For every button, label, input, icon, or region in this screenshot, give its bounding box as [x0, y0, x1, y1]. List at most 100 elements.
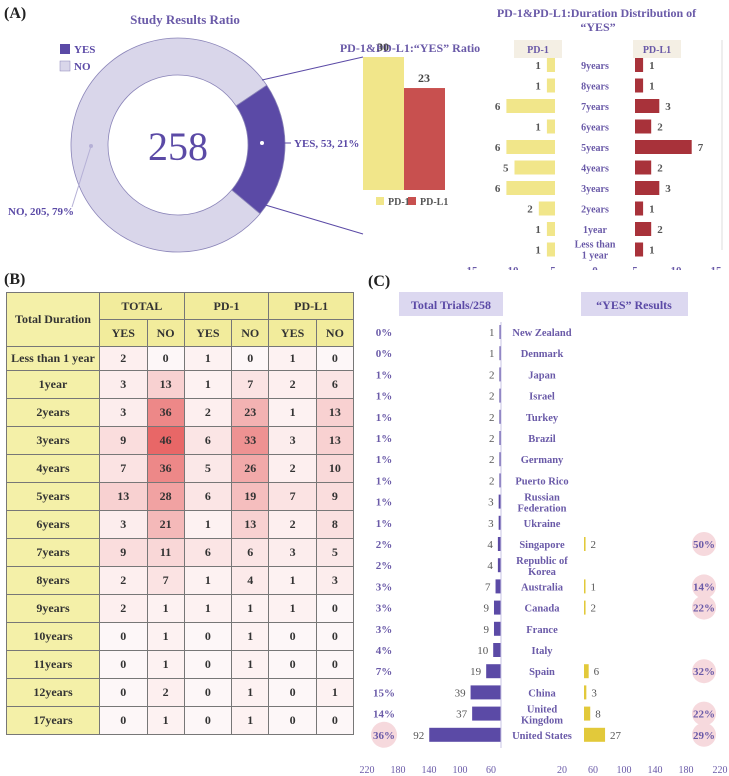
legend-swatch-yes — [60, 44, 70, 54]
table-cell: 3 — [99, 398, 148, 427]
country-trials-bar-4 — [499, 409, 501, 424]
table-cell: 11 — [146, 538, 185, 567]
panel-a-chart: (A) Study Results Ratio YES NO 258 YES, … — [4, 5, 723, 270]
table-cell: 33 — [231, 426, 270, 455]
table-cell: 2 — [268, 370, 317, 399]
country-trials-value-16: 19 — [470, 666, 482, 678]
donut-slice-no — [70, 37, 268, 253]
legend-swatch-no — [59, 60, 71, 72]
row-duration-label: 11years — [6, 650, 100, 679]
table-cell: 0 — [99, 706, 148, 735]
header-total-duration: Total Duration — [6, 292, 100, 347]
duration-x-tick-4: 5 — [632, 265, 638, 270]
panel-c-chart: (C) Total Trials/258 “YES” Results 0% 1 Ne… — [360, 273, 728, 776]
duration-category-3: 6years — [581, 123, 609, 134]
duration-x-tick-1: 10 — [508, 265, 520, 270]
duration-category-1: 8years — [581, 82, 609, 93]
country-name-18-line2: Kingdom — [521, 716, 563, 727]
country-name-0: New Zealand — [512, 328, 571, 339]
country-pct-16: 7% — [376, 666, 393, 678]
table-cell: 13 — [231, 510, 270, 539]
table-row: 5years 13 28 6 19 7 9 — [6, 482, 355, 511]
country-trials-bar-15 — [493, 643, 501, 657]
duration-header-pdl1-bg — [633, 40, 681, 58]
duration-category-6: 3years — [581, 184, 609, 195]
table-cell: 4 — [231, 566, 270, 595]
country-name-4: Turkey — [526, 413, 559, 424]
duration-bar-pdl1-8 — [635, 222, 652, 236]
country-name-8: Russian Federation — [518, 493, 567, 515]
country-pct-0: 0% — [376, 327, 393, 339]
table-cell: 3 — [268, 538, 317, 567]
duration-value-pdl1-7: 1 — [649, 204, 655, 216]
country-pct-3: 1% — [376, 391, 393, 403]
duration-value-pdl1-1: 1 — [649, 81, 655, 93]
table-cell: 2 — [183, 398, 233, 427]
country-name-1: Denmark — [521, 349, 564, 360]
country-yes-bar-16 — [584, 664, 589, 679]
table-cell: 46 — [146, 426, 185, 455]
country-name-10: Singapore — [519, 540, 565, 551]
duration-header-pdl1: PD-L1 — [643, 45, 671, 56]
yes-pct-circle-16 — [692, 659, 716, 684]
table-cell: 2 — [99, 566, 148, 595]
duration-category-2: 7years — [581, 102, 609, 113]
table-cell: 6 — [315, 370, 355, 399]
country-trials-bar-8 — [498, 494, 501, 509]
table-cell: 6 — [183, 482, 233, 511]
duration-x-tick-0: 15 — [467, 265, 479, 270]
duration-value-pdl1-0: 1 — [649, 60, 655, 72]
c-x-tick-right-4: 180 — [679, 765, 694, 776]
c-header-left: Total Trials/258 — [411, 298, 491, 312]
duration-value-pdl1-5: 2 — [657, 163, 663, 175]
country-trials-bar-18 — [472, 706, 501, 721]
duration-bar-pd1-7 — [538, 201, 555, 216]
row-duration-label: 1year — [6, 370, 100, 399]
c-x-tick-right-2: 100 — [617, 765, 632, 776]
table-cell: 0 — [315, 622, 355, 651]
ratio-legend: PD-1 PD-L1 — [376, 197, 448, 208]
ratio-legend-swatch-pd1 — [376, 197, 384, 205]
country-trials-bar-11 — [497, 558, 501, 573]
country-pct-10: 2% — [376, 539, 393, 551]
country-pct-9: 1% — [376, 518, 393, 530]
duration-x-ticks: 15 10 5 0 5 10 15 — [467, 265, 723, 270]
c-x-tick-left-4: 60 — [486, 765, 496, 776]
country-yes-pct-18: 22% — [693, 709, 715, 721]
country-trials-value-15: 10 — [477, 645, 489, 657]
table-cell: 10 — [315, 454, 355, 483]
ratio-bar-pd-1 — [363, 57, 404, 190]
duration-bar-pdl1-5 — [635, 160, 652, 175]
country-name-11-line1: Republic of — [516, 556, 568, 567]
ratio-legend-label-pdl1: PD-L1 — [420, 197, 448, 208]
subheader-pdl1-no: NO — [315, 319, 355, 347]
table-cell: 1 — [146, 594, 185, 623]
duration-category-9: Less than 1 year — [575, 240, 616, 262]
country-trials-bar-6 — [499, 452, 501, 467]
table-row: 3years 9 46 6 33 3 13 — [6, 426, 355, 455]
table-cell: 0 — [268, 706, 317, 735]
country-yes-pct-10: 50% — [693, 539, 715, 551]
table-cell: 3 — [99, 510, 148, 539]
country-pct-12: 3% — [376, 581, 393, 593]
table-cell: 0 — [315, 706, 355, 735]
table-cell: 36 — [146, 398, 185, 427]
country-trials-value-9: 3 — [488, 518, 494, 530]
table-row: 7years 9 11 6 6 3 5 — [6, 538, 355, 567]
table-cell: 0 — [268, 622, 317, 651]
country-yes-bar-13 — [584, 600, 586, 615]
country-yes-value-12: 1 — [591, 581, 597, 593]
c-header-left-bg — [399, 292, 503, 316]
duration-bar-pd1-9 — [546, 242, 555, 257]
country-pct-13: 3% — [376, 603, 393, 615]
duration-header-pd1-bg — [514, 40, 562, 58]
duration-value-pdl1-3: 2 — [657, 122, 663, 134]
subheader-total-yes: YES — [99, 319, 148, 347]
country-trials-bar-16 — [486, 664, 501, 679]
c-x-tick-right-0: 20 — [557, 765, 567, 776]
table-cell: 5 — [315, 538, 355, 567]
duration-value-pd1-2: 6 — [495, 101, 501, 113]
c-header-right: “YES” Results — [596, 298, 672, 312]
table-cell: 26 — [231, 454, 270, 483]
country-name-6: Germany — [521, 455, 564, 466]
